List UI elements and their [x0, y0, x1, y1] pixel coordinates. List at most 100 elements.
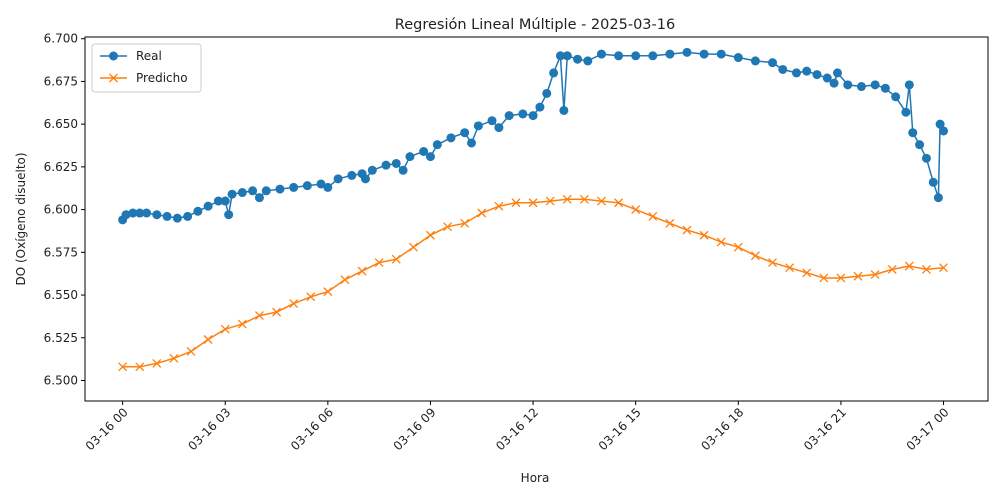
data-point — [323, 182, 333, 192]
data-point — [579, 194, 589, 204]
data-point — [419, 146, 429, 156]
data-point — [316, 179, 326, 189]
data-point — [802, 66, 812, 76]
legend-label: Real — [136, 49, 162, 63]
data-point — [699, 49, 709, 59]
data-point — [648, 211, 658, 221]
data-point — [289, 299, 299, 309]
data-point — [880, 83, 890, 93]
data-point — [935, 119, 945, 129]
y-tick-label: 6.525 — [44, 331, 78, 345]
series-line-1 — [122, 198, 944, 368]
x-tick-label: 03-16 15 — [596, 405, 644, 453]
data-point — [289, 182, 299, 192]
data-point — [939, 263, 948, 273]
x-tick-label: 03-16 18 — [698, 405, 746, 453]
data-point — [699, 230, 709, 240]
data-point — [614, 198, 624, 208]
data-point — [340, 275, 350, 285]
data-point — [528, 198, 538, 208]
y-tick-label: 6.575 — [44, 245, 78, 259]
data-point — [220, 324, 230, 334]
data-point — [473, 121, 483, 131]
data-point — [323, 287, 333, 297]
data-point — [716, 49, 726, 59]
data-point — [768, 258, 777, 268]
data-point — [162, 211, 172, 221]
data-point — [682, 47, 692, 57]
data-point — [631, 205, 641, 215]
data-point — [559, 105, 569, 115]
data-point — [374, 258, 384, 268]
data-point — [921, 153, 931, 163]
x-axis-label: Hora — [521, 471, 550, 485]
data-point — [836, 273, 846, 283]
data-point — [237, 188, 247, 198]
data-point — [812, 70, 822, 80]
data-point — [822, 73, 832, 83]
plot-area — [118, 47, 949, 372]
data-point — [682, 225, 692, 235]
data-point — [446, 133, 456, 143]
data-point — [597, 196, 606, 206]
data-point — [333, 174, 343, 184]
data-point — [477, 208, 487, 218]
x-tick-label: 03-16 09 — [391, 405, 439, 453]
data-point — [665, 49, 675, 59]
data-point — [152, 358, 162, 368]
data-point — [203, 201, 213, 211]
data-point — [142, 208, 152, 218]
legend-marker — [109, 73, 118, 83]
data-point — [921, 264, 931, 274]
data-point — [716, 237, 726, 247]
data-point — [904, 261, 914, 271]
data-point — [275, 184, 285, 194]
data-point — [562, 51, 572, 61]
data-point — [487, 116, 497, 126]
data-point — [573, 54, 583, 64]
data-point — [614, 51, 624, 61]
data-point — [227, 189, 237, 199]
y-tick-label: 6.675 — [44, 74, 78, 88]
y-tick-label: 6.625 — [44, 160, 78, 174]
data-point — [237, 319, 247, 329]
data-point — [213, 196, 223, 206]
y-axis: 6.500 6.525 6.550 6.575 6.600 6.625 6.650 6.675… — [44, 32, 85, 387]
data-point — [596, 49, 606, 59]
data-point — [583, 56, 593, 66]
data-point — [121, 210, 131, 220]
data-point — [665, 218, 675, 228]
data-point — [408, 242, 418, 252]
data-point — [254, 311, 264, 321]
data-point — [542, 88, 552, 98]
data-point — [887, 264, 897, 274]
data-point — [220, 196, 230, 206]
x-tick-label: 03-16 00 — [83, 405, 131, 453]
data-point — [778, 64, 788, 74]
data-point — [648, 51, 658, 61]
data-point — [494, 201, 504, 211]
data-point — [172, 213, 182, 223]
data-point — [901, 107, 911, 117]
data-point — [426, 230, 435, 240]
y-tick-label: 6.500 — [44, 373, 78, 387]
data-point — [494, 123, 504, 133]
data-point — [460, 218, 470, 228]
chart-title: Regresión Lineal Múltiple - 2025-03-16 — [395, 17, 675, 33]
legend-label: Predicho — [136, 71, 188, 85]
data-point — [631, 51, 641, 61]
x-tick-label: 03-16 06 — [288, 405, 336, 453]
data-point — [302, 181, 312, 191]
data-point — [535, 102, 545, 112]
y-tick-label: 6.650 — [44, 117, 78, 131]
data-point — [528, 111, 538, 121]
data-point — [518, 109, 528, 119]
data-point — [750, 251, 760, 261]
y-tick-label: 6.700 — [44, 32, 78, 46]
data-point — [856, 82, 866, 92]
y-tick-label: 6.550 — [44, 288, 78, 302]
data-point — [928, 177, 938, 187]
legend: Real Predicho — [91, 43, 202, 93]
data-point — [733, 53, 743, 63]
